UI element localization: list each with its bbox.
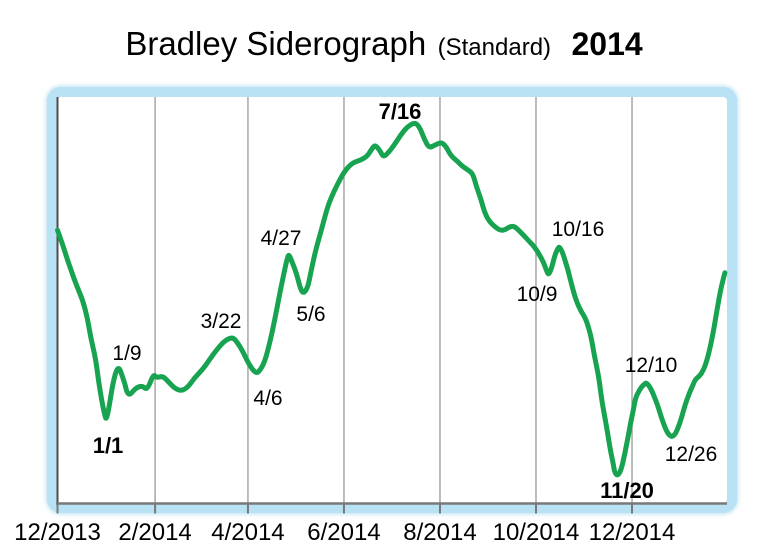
- annotation-label: 5/6: [296, 303, 326, 326]
- annotation-label: 12/10: [624, 354, 678, 377]
- annotation-label: 4/27: [260, 227, 302, 250]
- annotation-label: 7/16: [378, 99, 422, 124]
- annotation-label: 11/20: [600, 478, 654, 503]
- annotation-label: 1/9: [112, 342, 142, 365]
- x-axis-label: 10/2014: [492, 519, 580, 546]
- annotation-label: 4/6: [253, 387, 283, 410]
- chart-title-main: Bradley Siderograph: [125, 25, 427, 62]
- plot-area: [47, 87, 737, 513]
- x-axis-label: 2/2014: [118, 519, 192, 546]
- x-axis-label: 8/2014: [403, 519, 477, 546]
- x-axis-label: 4/2014: [211, 519, 285, 546]
- x-axis-label: 6/2014: [307, 519, 381, 546]
- chart-title: Bradley Siderograph (Standard) 2014: [0, 24, 768, 71]
- chart-title-variant: (Standard): [437, 34, 552, 61]
- annotation-label: 12/26: [664, 443, 718, 466]
- annotation-label: 10/9: [516, 283, 558, 306]
- chart-title-year: 2014: [571, 26, 643, 62]
- annotation-label: 3/22: [200, 310, 242, 333]
- x-axis-label: 12/2014: [588, 519, 676, 546]
- annotation-label: 10/16: [551, 218, 605, 241]
- x-axis-label: 12/2013: [14, 519, 101, 546]
- annotation-label: 1/1: [92, 433, 124, 458]
